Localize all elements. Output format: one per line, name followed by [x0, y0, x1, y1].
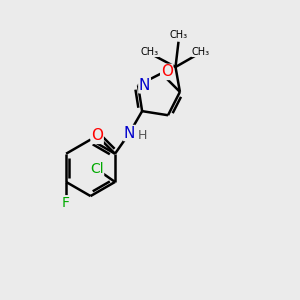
Text: N: N — [124, 125, 135, 140]
Text: F: F — [62, 196, 70, 210]
Text: Cl: Cl — [90, 162, 104, 176]
Text: O: O — [91, 128, 103, 143]
Text: H: H — [138, 129, 148, 142]
Text: N: N — [139, 78, 150, 93]
Text: CH₃: CH₃ — [169, 30, 188, 40]
Text: O: O — [161, 64, 173, 80]
Text: CH₃: CH₃ — [141, 46, 159, 57]
Text: CH₃: CH₃ — [192, 46, 210, 57]
